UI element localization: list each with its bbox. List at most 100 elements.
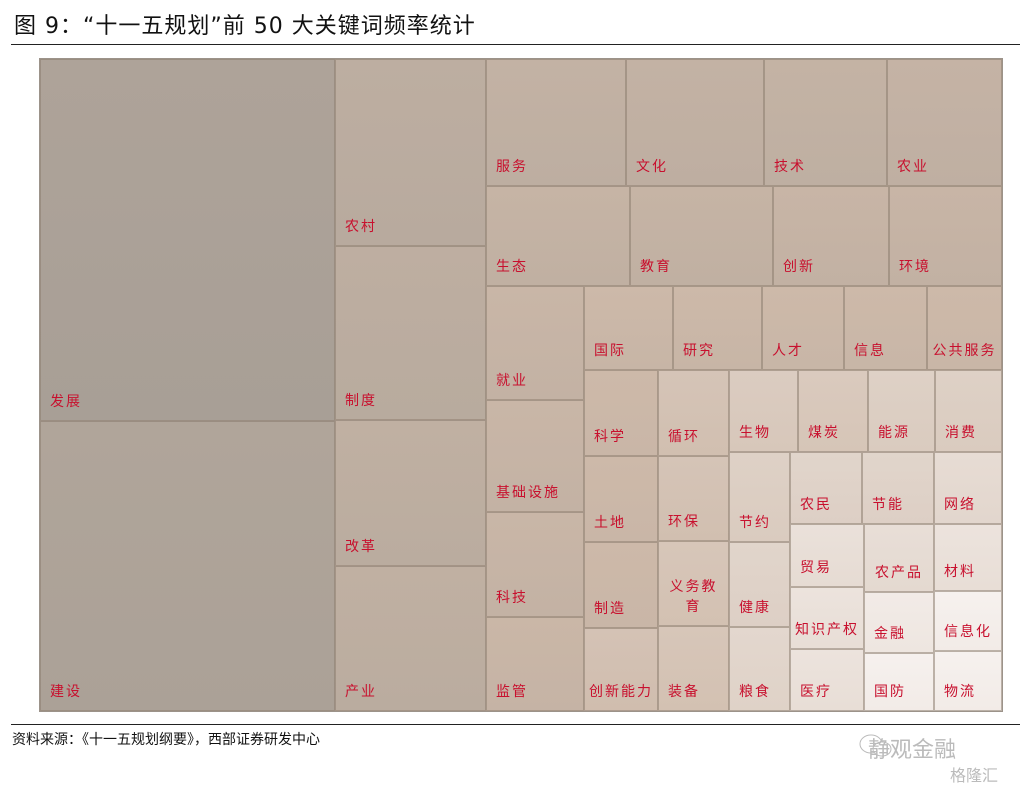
tile-label: 信息 [854, 343, 886, 359]
tile-label: 基础设施 [496, 485, 560, 501]
tile-物流: 物流 [934, 651, 1002, 711]
source-note: 资料来源：《十一五规划纲要》，西部证券研发中心 [12, 732, 320, 748]
tile-label: 技术 [774, 159, 806, 175]
tile-label: 建设 [50, 684, 82, 700]
tile-技术: 技术 [764, 59, 887, 186]
tile-能源: 能源 [868, 370, 935, 452]
tile-教育: 教育 [630, 186, 773, 286]
tile-label: 教育 [640, 259, 672, 275]
tile-网络: 网络 [934, 452, 1002, 524]
tile-label: 国防 [874, 684, 906, 700]
watermark-primary: 静观金融 [868, 738, 957, 763]
tile-公共服务: 公共服务 [927, 286, 1002, 370]
tile-环保: 环保 [658, 456, 729, 541]
tile-label: 循环 [668, 429, 700, 445]
tile-信息化: 信息化 [934, 591, 1002, 651]
tile-label: 创新 [783, 259, 815, 275]
tile-label: 文化 [636, 159, 668, 175]
tile-label: 服务 [496, 159, 528, 175]
tile-label: 信息化 [944, 624, 992, 640]
tile-label: 农村 [345, 219, 377, 235]
tile-金融: 金融 [864, 592, 934, 653]
tile-制度: 制度 [335, 246, 486, 420]
tile-label: 义务教育 [669, 579, 718, 615]
tile-label: 农民 [800, 497, 832, 513]
tile-科技: 科技 [486, 512, 584, 617]
tile-label: 金融 [874, 626, 906, 642]
tile-产业: 产业 [335, 566, 486, 711]
tile-label: 发展 [50, 394, 82, 410]
tile-label: 健康 [739, 600, 771, 616]
tile-就业: 就业 [486, 286, 584, 400]
tile-label: 节能 [872, 497, 904, 513]
tile-土地: 土地 [584, 456, 658, 542]
tile-创新: 创新 [773, 186, 889, 286]
tile-label: 农业 [897, 159, 929, 175]
tile-材料: 材料 [934, 524, 1002, 591]
tile-装备: 装备 [658, 626, 729, 711]
treemap: 发展建设 农村制度改革产业 服务 文化 技术 农业生态 教育 创新 环境就业基础设施科技监管 国际… [39, 58, 1003, 712]
tile-label: 物流 [944, 684, 976, 700]
tile-节约: 节约 [729, 452, 790, 542]
tile-发展: 发展 [40, 59, 335, 421]
tile-label: 科技 [496, 590, 528, 606]
tile-label: 人才 [772, 343, 804, 359]
tile-循环: 循环 [658, 370, 729, 456]
tile-研究: 研究 [673, 286, 762, 370]
tile-label: 煤炭 [808, 425, 840, 441]
tile-label: 生态 [496, 259, 528, 275]
wechat-icon [859, 734, 892, 757]
tile-节能: 节能 [862, 452, 934, 524]
tile-医疗: 医疗 [790, 649, 864, 711]
tile-农村: 农村 [335, 59, 486, 246]
tile-label: 装备 [668, 684, 700, 700]
chart-title: 图 9：“十一五规划”前 50 大关键词频率统计 [14, 14, 476, 39]
tile-监管: 监管 [486, 617, 584, 711]
tile-label: 国际 [594, 343, 626, 359]
tile-信息: 信息 [844, 286, 927, 370]
tile-服务: 服务 [486, 59, 626, 186]
tile-label: 生物 [739, 425, 771, 441]
tile-label: 公共服务 [932, 343, 997, 359]
tile-label: 环境 [899, 259, 931, 275]
tile-粮食: 粮食 [729, 627, 790, 711]
tile-知识产权: 知识产权 [790, 587, 864, 649]
title-divider [11, 44, 1020, 45]
tile-label: 知识产权 [795, 622, 859, 638]
tile-label: 材料 [944, 564, 976, 580]
tile-label: 消费 [945, 425, 977, 441]
tile-label: 就业 [496, 373, 528, 389]
tile-label: 农产品 [875, 565, 923, 581]
tile-label: 科学 [594, 429, 626, 445]
tile-国防: 国防 [864, 653, 934, 711]
tile-label: 创新能力 [589, 684, 653, 700]
tile-建设: 建设 [40, 421, 335, 711]
source-divider [11, 724, 1020, 725]
tile-健康: 健康 [729, 542, 790, 627]
tile-科学: 科学 [584, 370, 658, 456]
tile-贸易: 贸易 [790, 524, 864, 587]
tile-创新能力: 创新能力 [584, 628, 658, 711]
tile-义务教育: 义务教育 [658, 541, 729, 626]
tile-基础设施: 基础设施 [486, 400, 584, 512]
tile-label: 制造 [594, 601, 626, 617]
tile-label: 改革 [345, 539, 377, 555]
tile-煤炭: 煤炭 [798, 370, 868, 452]
tile-label: 产业 [345, 684, 377, 700]
tile-label: 制度 [345, 393, 377, 409]
watermark-secondary: 格隆汇 [950, 766, 999, 785]
tile-改革: 改革 [335, 420, 486, 566]
tile-label: 节约 [739, 515, 771, 531]
tile-label: 粮食 [739, 684, 771, 700]
tile-国际: 国际 [584, 286, 673, 370]
tile-文化: 文化 [626, 59, 764, 186]
tile-人才: 人才 [762, 286, 844, 370]
tile-label: 土地 [594, 515, 626, 531]
tile-消费: 消费 [935, 370, 1002, 452]
tile-农业: 农业 [887, 59, 1002, 186]
tile-label: 医疗 [800, 684, 832, 700]
tile-label: 监管 [496, 684, 528, 700]
tile-label: 研究 [683, 343, 715, 359]
tile-label: 能源 [878, 425, 910, 441]
tile-label: 环保 [668, 514, 700, 530]
